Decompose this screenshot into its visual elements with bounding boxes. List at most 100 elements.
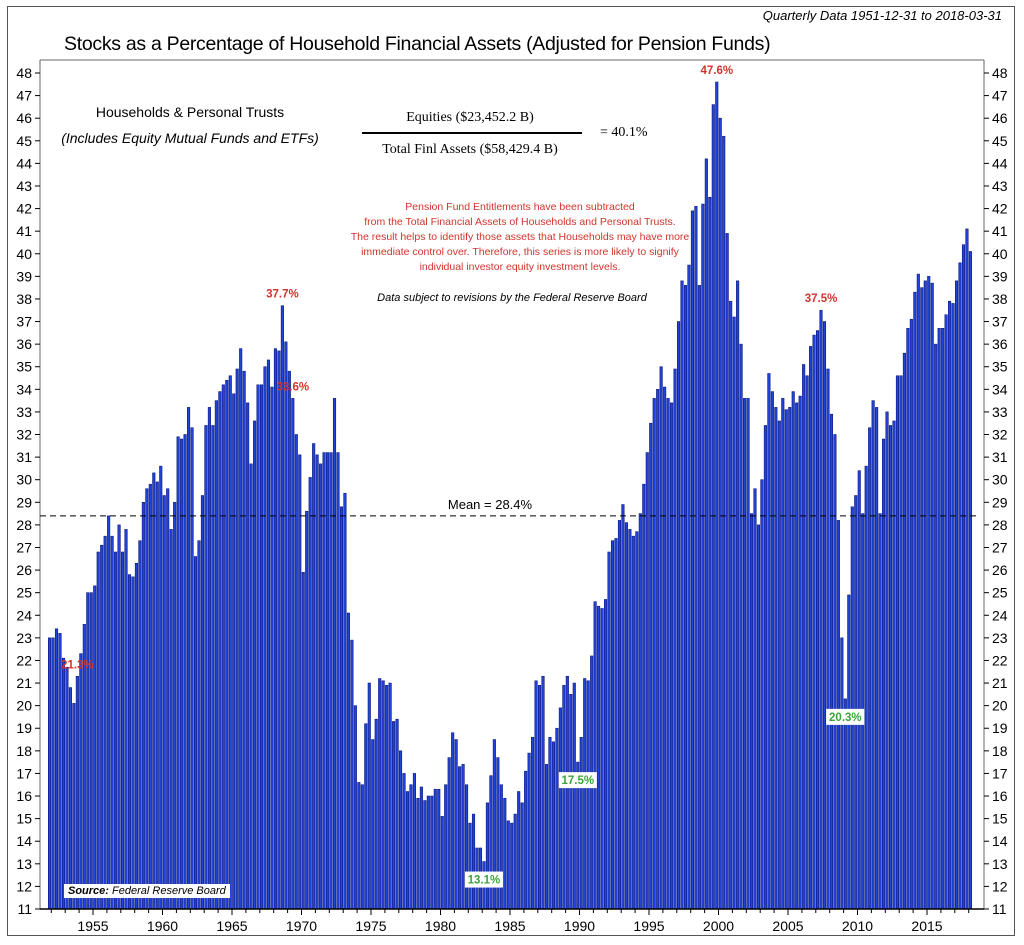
note-line: The result helps to identify those asset…	[350, 231, 690, 243]
bar	[249, 463, 253, 910]
bar	[524, 770, 528, 910]
figure-frame	[7, 6, 1015, 936]
bar	[409, 784, 413, 910]
bar	[916, 273, 920, 910]
trough-label-box	[826, 708, 865, 725]
x-tick-label: 1965	[216, 918, 247, 934]
bar	[315, 454, 319, 910]
source-label: Source:	[68, 885, 109, 897]
x-tick-label: 2010	[842, 918, 873, 934]
bar	[520, 802, 524, 910]
bar	[187, 407, 191, 910]
bar	[308, 477, 312, 910]
bar	[597, 605, 601, 910]
bar	[798, 395, 802, 910]
bar	[190, 427, 194, 910]
bar	[458, 766, 462, 910]
y-tick-label-right: 32	[992, 427, 1008, 443]
bar	[124, 529, 128, 910]
bar	[301, 572, 305, 910]
y-tick-label-left: 17	[16, 765, 32, 781]
y-tick-label-right: 19	[992, 720, 1008, 736]
bar	[902, 352, 906, 910]
y-tick-label-right: 27	[992, 539, 1008, 555]
bar	[513, 813, 517, 910]
bar	[725, 233, 729, 910]
bar	[183, 434, 187, 910]
bar	[287, 370, 291, 910]
bar	[659, 366, 663, 910]
y-tick-label-right: 28	[992, 517, 1008, 533]
bar	[228, 375, 232, 910]
bar	[148, 483, 152, 910]
bar	[392, 721, 396, 910]
bar	[676, 321, 681, 910]
bar	[207, 407, 211, 910]
bar	[951, 303, 955, 910]
y-tick-label-right: 37	[992, 314, 1008, 330]
y-tick-label-left: 35	[16, 359, 32, 375]
y-tick-label-left: 11	[17, 901, 32, 917]
bar	[471, 813, 476, 910]
bar	[357, 782, 361, 910]
bar	[510, 822, 514, 910]
bar	[138, 540, 142, 910]
x-tick-label: 2005	[772, 918, 803, 934]
y-tick-label-left: 18	[16, 743, 32, 759]
bar	[454, 739, 458, 910]
y-tick-label-left: 30	[16, 472, 32, 488]
bar	[107, 515, 111, 910]
bar	[541, 675, 545, 910]
bar	[468, 822, 472, 910]
bar	[499, 784, 503, 910]
y-tick-label-right: 17	[992, 765, 1008, 781]
bar	[353, 705, 357, 910]
bar	[440, 816, 444, 910]
bar	[416, 797, 420, 910]
bar	[444, 784, 448, 910]
bar	[58, 633, 62, 910]
bar	[506, 820, 510, 910]
y-tick-label-right: 46	[992, 110, 1008, 126]
bar	[673, 368, 677, 910]
bar	[843, 698, 847, 910]
peak-label: 37.7%	[266, 289, 299, 301]
y-tick-label-left: 28	[16, 517, 32, 533]
y-tick-label-right: 21	[992, 675, 1008, 691]
bar	[906, 328, 910, 910]
bar	[447, 757, 451, 910]
y-tick-label-left: 20	[16, 698, 32, 714]
note-line: immediate control over. Therefore, this …	[361, 246, 679, 258]
bar	[666, 398, 670, 910]
y-tick-label-left: 41	[16, 223, 32, 239]
bar	[628, 529, 632, 910]
y-tick-label-right: 18	[992, 743, 1008, 759]
y-tick-label-left: 16	[16, 788, 32, 804]
numerator-label: Equities ($23,452.2 B)	[406, 110, 534, 125]
y-tick-label-left: 24	[16, 607, 32, 623]
bar	[875, 407, 879, 910]
y-tick-label-left: 47	[16, 88, 32, 104]
y-tick-label-right: 11	[992, 901, 1007, 917]
bar	[65, 666, 69, 910]
bar	[531, 736, 535, 910]
bar	[214, 400, 218, 910]
bar	[753, 488, 757, 910]
bar	[586, 680, 590, 910]
bar	[266, 359, 271, 910]
bar	[319, 463, 323, 910]
y-tick-label-right: 33	[992, 404, 1008, 420]
bar	[225, 379, 229, 910]
bar	[145, 488, 149, 910]
y-tick-label-left: 27	[16, 539, 32, 555]
bar	[805, 375, 809, 910]
peak-label: 37.5%	[805, 293, 838, 305]
bar	[718, 117, 722, 910]
bar	[920, 287, 924, 910]
bar	[937, 328, 941, 910]
bar	[791, 391, 795, 910]
mean-label: Mean = 28.4%	[448, 497, 533, 512]
y-tick-label-left: 29	[16, 494, 32, 510]
revision-note: Data subject to revisions by the Federal…	[377, 292, 647, 304]
bar	[809, 346, 813, 910]
